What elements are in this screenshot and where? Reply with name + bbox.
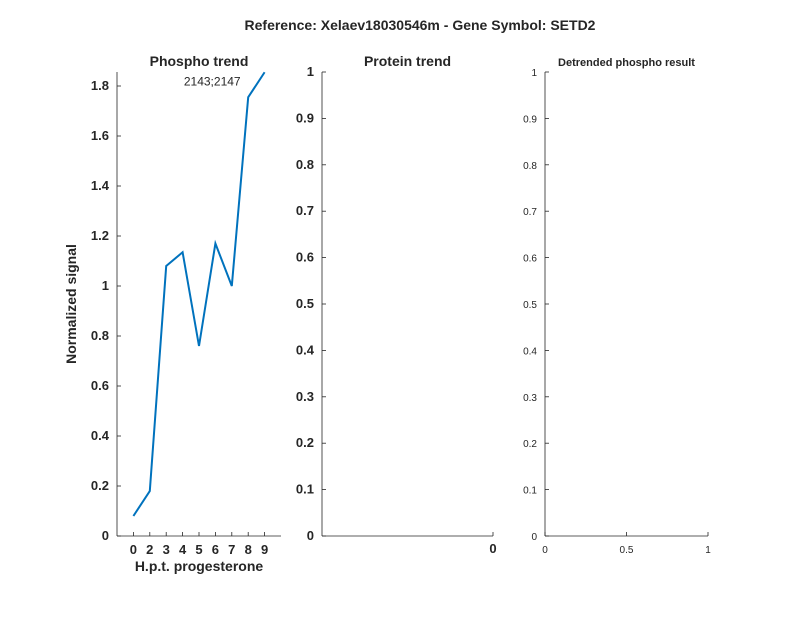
x-tick-label: 0.5 xyxy=(620,545,634,556)
y-tick-label: 0 xyxy=(307,528,314,543)
y-tick-label: 0.2 xyxy=(91,478,109,493)
y-tick-label: 1 xyxy=(102,278,109,293)
y-tick-label: 0.5 xyxy=(296,296,314,311)
y-tick-label: 1 xyxy=(531,68,537,79)
y-tick-label: 0.9 xyxy=(523,114,537,125)
axes-title: Phospho trend xyxy=(150,53,249,69)
y-tick-label: 1.2 xyxy=(91,228,109,243)
x-tick-label: 5 xyxy=(195,542,202,557)
x-tick-label: 3 xyxy=(163,542,170,557)
y-tick-label: 0 xyxy=(531,532,537,543)
x-tick-label: 8 xyxy=(245,542,252,557)
y-tick-label: 0.7 xyxy=(523,207,537,218)
y-tick-label: 0.5 xyxy=(523,300,537,311)
y-tick-label: 0.1 xyxy=(296,482,314,497)
y-tick-label: 1.6 xyxy=(91,128,109,143)
y-tick-label: 0.4 xyxy=(91,428,110,443)
y-tick-label: 0 xyxy=(102,528,109,543)
y-tick-label: 1 xyxy=(307,64,314,79)
x-tick-label: 0 xyxy=(130,542,137,557)
y-axis-label: Normalized signal xyxy=(63,244,79,364)
x-tick-label: 7 xyxy=(228,542,235,557)
y-tick-label: 0.2 xyxy=(523,439,537,450)
x-tick-label: 0 xyxy=(489,541,496,556)
x-tick-label: 9 xyxy=(261,542,268,557)
y-tick-label: 0.1 xyxy=(523,486,537,497)
y-tick-label: 0.6 xyxy=(296,250,314,265)
y-tick-label: 0.7 xyxy=(296,203,314,218)
y-tick-label: 0.8 xyxy=(91,328,109,343)
y-tick-label: 0.4 xyxy=(296,342,315,357)
series-annotation: 2143;2147 xyxy=(184,74,241,88)
y-tick-label: 0.9 xyxy=(296,110,314,125)
axes-title: Protein trend xyxy=(364,53,451,69)
y-tick-label: 1.4 xyxy=(91,178,110,193)
y-tick-label: 0.6 xyxy=(523,254,537,265)
y-tick-label: 0.6 xyxy=(91,378,109,393)
x-tick-label: 0 xyxy=(542,545,548,556)
y-tick-label: 1.8 xyxy=(91,78,109,93)
x-tick-label: 2 xyxy=(146,542,153,557)
y-tick-label: 0.3 xyxy=(523,393,537,404)
y-tick-label: 0.2 xyxy=(296,435,314,450)
x-axis-label: H.p.t. progesterone xyxy=(135,558,264,574)
y-tick-label: 0.3 xyxy=(296,389,314,404)
x-tick-label: 6 xyxy=(212,542,219,557)
axes-title: Detrended phospho result xyxy=(558,57,695,69)
series-line xyxy=(132,71,266,517)
x-tick-label: 4 xyxy=(179,542,187,557)
y-tick-label: 0.8 xyxy=(296,157,314,172)
y-tick-label: 0.8 xyxy=(523,161,537,172)
y-tick-label: 0.4 xyxy=(523,346,537,357)
figure-title: Reference: Xelaev18030546m - Gene Symbol… xyxy=(245,17,596,33)
x-tick-label: 1 xyxy=(705,545,711,556)
